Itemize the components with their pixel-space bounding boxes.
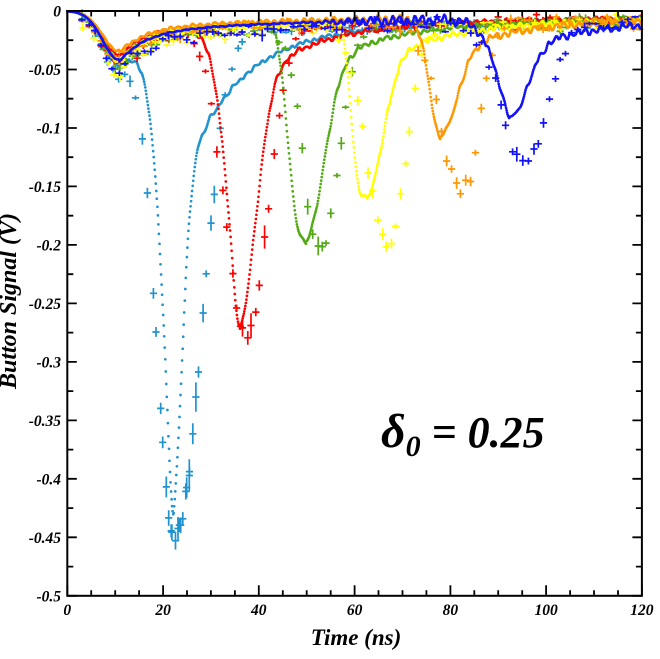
svg-text:-0.45: -0.45	[29, 530, 62, 547]
svg-text:-0.5: -0.5	[36, 588, 61, 605]
svg-text:-0.3: -0.3	[36, 354, 61, 371]
svg-text:120: 120	[630, 602, 654, 619]
svg-text:-0.25: -0.25	[29, 296, 62, 313]
svg-text:0: 0	[53, 4, 61, 21]
svg-text:100: 100	[534, 602, 558, 619]
svg-text:80: 80	[443, 602, 459, 619]
svg-text:Time (ns): Time (ns)	[311, 625, 402, 650]
svg-text:0: 0	[63, 602, 71, 619]
svg-text:-0.35: -0.35	[29, 413, 62, 430]
svg-text:δ0 = 0.25: δ0 = 0.25	[381, 405, 545, 463]
svg-text:-0.4: -0.4	[36, 471, 61, 488]
svg-text:20: 20	[154, 602, 171, 619]
svg-text:-0.1: -0.1	[36, 121, 61, 138]
svg-text:-0.15: -0.15	[29, 179, 62, 196]
svg-text:Button Signal (V): Button Signal (V)	[0, 213, 22, 390]
svg-text:-0.2: -0.2	[36, 237, 61, 254]
svg-text:-0.05: -0.05	[29, 62, 62, 79]
svg-text:60: 60	[347, 602, 363, 619]
svg-text:40: 40	[250, 602, 267, 619]
